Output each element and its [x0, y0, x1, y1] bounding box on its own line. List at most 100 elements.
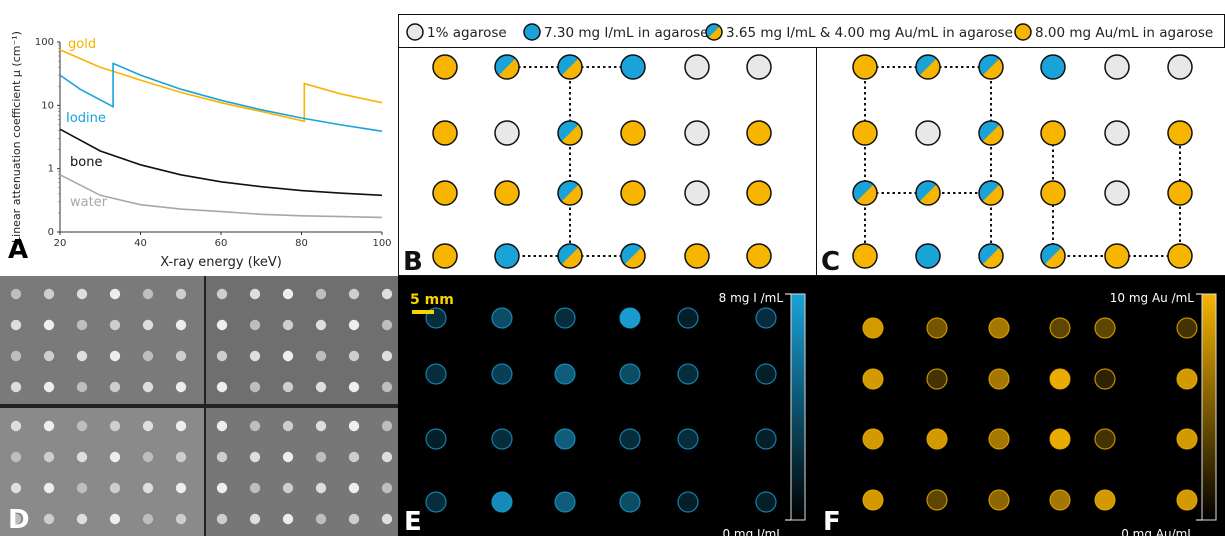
- ct-vial: [216, 319, 228, 331]
- ct-vial: [282, 451, 294, 463]
- panel-letter-c: C: [821, 247, 840, 276]
- legend-label-agarose: 1% agarose: [427, 25, 507, 41]
- ct-vial: [10, 381, 22, 393]
- map-vial: [862, 317, 884, 339]
- ct-vial: [175, 288, 187, 300]
- vial-agarose: [1167, 54, 1193, 80]
- ct-vial: [216, 482, 228, 494]
- series-line-iodine: [59, 62, 383, 132]
- vial-mixed: [557, 180, 583, 206]
- map-vial: [988, 368, 1010, 390]
- map-vial: [554, 491, 576, 513]
- ct-vial: [76, 513, 88, 525]
- ct-vial: [348, 420, 360, 432]
- ct-vial: [381, 288, 393, 300]
- vial-iodine: [915, 243, 941, 269]
- ct-vial: [76, 420, 88, 432]
- map-vial: [677, 307, 699, 329]
- ct-vial: [142, 451, 154, 463]
- map-vial: [988, 489, 1010, 511]
- colorbar: [1201, 293, 1217, 521]
- vial-agarose: [684, 180, 710, 206]
- map-vial: [1049, 368, 1071, 390]
- ct-vial: [109, 288, 121, 300]
- ct-vial: [315, 319, 327, 331]
- ct-vial: [43, 288, 55, 300]
- map-vial: [491, 428, 513, 450]
- map-vial: [755, 307, 777, 329]
- ct-vial: [381, 513, 393, 525]
- ct-vial: [216, 288, 228, 300]
- ct-vial: [249, 420, 261, 432]
- ct-vial: [282, 381, 294, 393]
- legend-marker-agarose: [406, 23, 424, 41]
- map-vial: [926, 428, 948, 450]
- colorbar-label-top: 10 mg Au /mL: [1110, 291, 1195, 305]
- vial-mixed: [557, 243, 583, 269]
- vial-mixed: [620, 243, 646, 269]
- ct-vial: [249, 319, 261, 331]
- ct-vial: [315, 513, 327, 525]
- ct-slice-2: [0, 408, 204, 536]
- vial-gold: [746, 243, 772, 269]
- ct-vial: [43, 513, 55, 525]
- map-vial: [619, 428, 641, 450]
- map-vial: [755, 491, 777, 513]
- map-vial: [1094, 317, 1116, 339]
- ct-vial: [142, 350, 154, 362]
- ct-vial: [43, 319, 55, 331]
- vial-gold: [494, 180, 520, 206]
- ct-vial: [315, 350, 327, 362]
- map-vial: [554, 307, 576, 329]
- map-vial: [1049, 489, 1071, 511]
- ct-vial: [348, 350, 360, 362]
- vial-gold: [1167, 243, 1193, 269]
- map-vial: [491, 491, 513, 513]
- series-label-bone: bone: [70, 155, 102, 170]
- map-vial: [862, 428, 884, 450]
- colorbar: [790, 293, 806, 521]
- map-vial: [554, 428, 576, 450]
- ct-vial: [10, 513, 22, 525]
- ct-vial: [381, 319, 393, 331]
- ct-vial: [175, 350, 187, 362]
- legend-marker-iodine: [523, 23, 541, 41]
- scalebar-label: 5 mm: [410, 292, 454, 308]
- ct-vial: [249, 482, 261, 494]
- ct-vial: [315, 482, 327, 494]
- ct-vial: [142, 319, 154, 331]
- map-vial: [1176, 317, 1198, 339]
- ct-vial: [109, 420, 121, 432]
- vial-mixed: [557, 120, 583, 146]
- x-tick-label: 80: [295, 238, 308, 249]
- ct-vial: [315, 288, 327, 300]
- vial-agarose: [746, 54, 772, 80]
- vial-agarose: [1104, 54, 1130, 80]
- vial-mixed: [978, 54, 1004, 80]
- vial-gold: [852, 120, 878, 146]
- ct-vial: [282, 350, 294, 362]
- vial-gold: [432, 243, 458, 269]
- ct-vial: [175, 319, 187, 331]
- ct-vial: [216, 350, 228, 362]
- ct-vial: [282, 319, 294, 331]
- map-vial: [425, 363, 447, 385]
- vial-gold: [432, 54, 458, 80]
- vial-mixed: [557, 54, 583, 80]
- ct-vial: [249, 381, 261, 393]
- panel-letter-e: E: [404, 507, 422, 536]
- dotted-path: [928, 66, 992, 256]
- colorbar-label-top: 8 mg I /mL: [719, 291, 784, 305]
- ct-vial: [348, 381, 360, 393]
- map-vial: [926, 368, 948, 390]
- x-axis-label: X-ray energy (keV): [160, 255, 282, 270]
- vial-agarose: [494, 120, 520, 146]
- y-axis-label: Linear attenuation coefficient μ (cm⁻¹): [10, 31, 23, 243]
- map-vial: [1176, 489, 1198, 511]
- ct-vial: [315, 381, 327, 393]
- ct-vial: [43, 420, 55, 432]
- panel-c-layout: C: [817, 48, 1225, 277]
- ct-vial: [76, 482, 88, 494]
- ct-vial: [76, 319, 88, 331]
- ct-vial: [43, 482, 55, 494]
